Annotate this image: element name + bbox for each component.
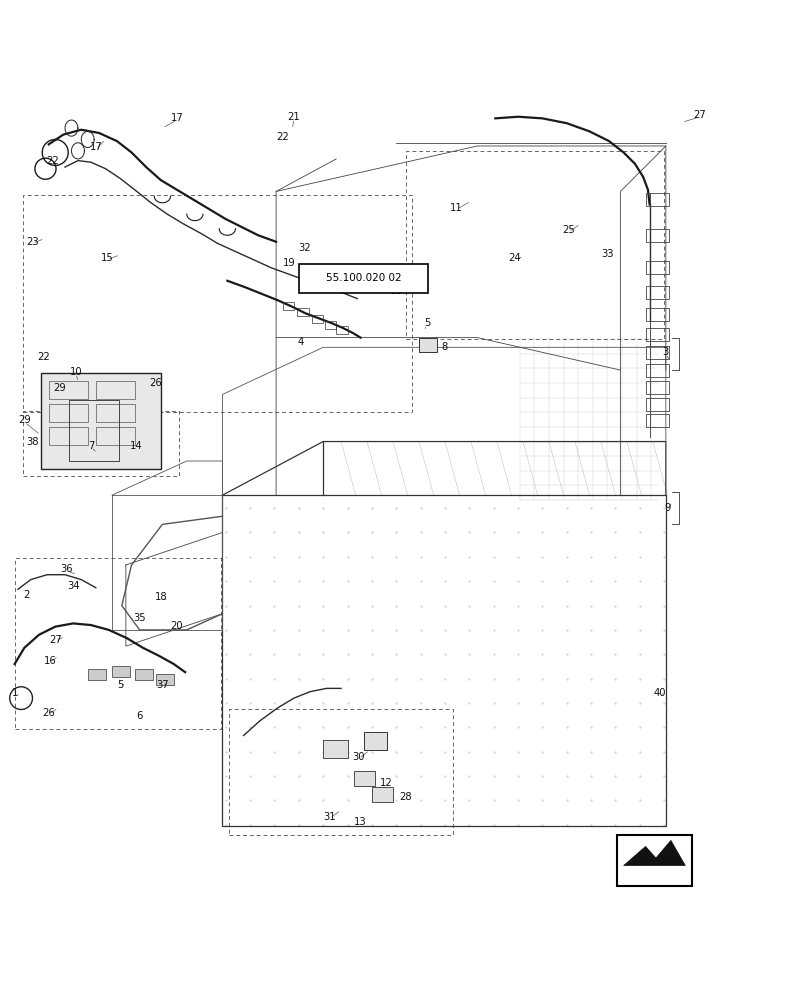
Bar	[69, 400, 119, 461]
Bar	[616, 835, 691, 886]
Text: 9: 9	[663, 503, 670, 513]
Bar	[646, 346, 668, 359]
FancyBboxPatch shape	[298, 264, 428, 293]
Text: 31: 31	[323, 812, 336, 822]
Text: 12: 12	[380, 778, 393, 788]
Bar	[646, 381, 668, 394]
Bar	[135, 669, 152, 680]
Bar	[282, 302, 294, 310]
Bar	[354, 771, 375, 786]
Bar	[646, 193, 668, 206]
Text: 32: 32	[298, 243, 311, 253]
Text: 1: 1	[11, 688, 18, 698]
Text: 36: 36	[60, 564, 73, 574]
Bar	[646, 261, 668, 274]
Text: 18: 18	[154, 592, 167, 602]
Text: 5: 5	[423, 318, 430, 328]
Bar	[323, 740, 347, 758]
Text: 17: 17	[170, 113, 183, 123]
Bar	[49, 404, 88, 422]
Text: 25: 25	[561, 225, 574, 235]
Text: 27: 27	[49, 635, 62, 645]
Text: 22: 22	[46, 156, 59, 166]
Text: 30: 30	[352, 752, 365, 762]
Text: 34: 34	[67, 581, 79, 591]
Text: 39: 39	[389, 286, 402, 296]
Text: 14: 14	[130, 441, 143, 451]
Text: 26: 26	[42, 708, 55, 718]
Text: 24: 24	[508, 253, 521, 263]
Bar	[336, 326, 347, 334]
Bar	[96, 427, 135, 445]
Bar	[646, 328, 668, 341]
Text: 2: 2	[23, 590, 29, 600]
Bar	[156, 674, 174, 685]
Text: 35: 35	[133, 613, 146, 623]
Text: 38: 38	[26, 437, 39, 447]
Text: 37: 37	[156, 680, 169, 690]
Text: 33: 33	[600, 249, 613, 259]
Bar	[646, 414, 668, 427]
Bar	[49, 427, 88, 445]
Text: 22: 22	[276, 132, 289, 142]
Text: 4: 4	[297, 337, 303, 347]
Text: 5: 5	[117, 680, 123, 690]
Text: 15: 15	[101, 253, 114, 263]
Bar	[371, 787, 393, 802]
Text: 23: 23	[26, 237, 39, 247]
Bar	[297, 308, 308, 316]
Bar	[88, 669, 105, 680]
Text: 11: 11	[449, 203, 462, 213]
Text: 8: 8	[441, 342, 448, 352]
Bar	[418, 338, 436, 352]
Text: 19: 19	[282, 258, 295, 268]
Bar	[646, 398, 668, 411]
Bar	[363, 732, 386, 750]
Text: 16: 16	[44, 656, 57, 666]
Text: 26: 26	[149, 378, 162, 388]
Bar	[49, 381, 88, 399]
Bar	[646, 308, 668, 321]
Text: 13: 13	[354, 817, 367, 827]
Bar	[324, 321, 336, 329]
Bar	[41, 373, 161, 469]
Bar	[646, 286, 668, 299]
Text: 27: 27	[693, 110, 706, 120]
Polygon shape	[623, 840, 684, 866]
Bar	[96, 404, 135, 422]
Text: 17: 17	[89, 142, 102, 152]
Text: 22: 22	[37, 352, 50, 362]
Bar	[646, 229, 668, 242]
Bar	[646, 364, 668, 377]
Bar	[112, 666, 130, 677]
Polygon shape	[621, 866, 686, 882]
Text: 40: 40	[652, 688, 665, 698]
Text: 3: 3	[662, 347, 668, 357]
Text: 10: 10	[70, 367, 83, 377]
Text: 28: 28	[399, 792, 412, 802]
Text: 55.100.020 02: 55.100.020 02	[325, 273, 401, 283]
Text: 29: 29	[18, 415, 31, 425]
Text: 20: 20	[170, 621, 183, 631]
Bar	[311, 315, 323, 323]
Text: 6: 6	[136, 711, 143, 721]
Text: 7: 7	[88, 441, 94, 451]
Bar	[96, 381, 135, 399]
Text: 29: 29	[54, 383, 67, 393]
Text: 21: 21	[287, 112, 300, 122]
